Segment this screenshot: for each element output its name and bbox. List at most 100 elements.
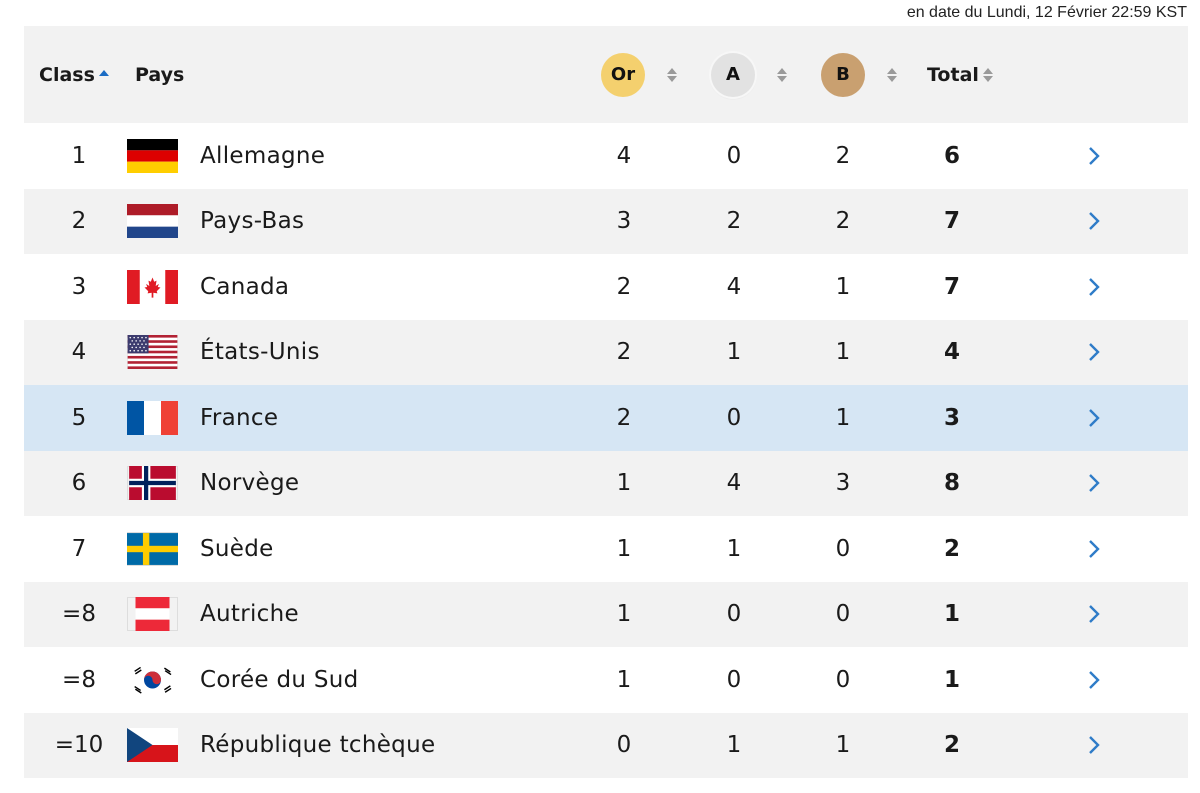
chevron-right-icon[interactable] <box>1086 538 1102 560</box>
table-row[interactable]: 3 Canada 2 4 1 7 <box>24 254 1188 320</box>
table-row[interactable]: =10 République tchèque 0 1 1 2 <box>24 712 1188 778</box>
country-name: Norvège <box>200 470 300 497</box>
silver-count: 1 <box>726 535 742 562</box>
bronze-count: 1 <box>835 273 851 300</box>
total-count: 4 <box>943 339 960 366</box>
gold-count: 1 <box>616 535 632 562</box>
silver-medal-icon: A <box>711 52 755 97</box>
silver-count: 2 <box>726 208 742 235</box>
sort-ascending-icon <box>98 69 109 76</box>
gold-count: 3 <box>616 208 632 235</box>
germany-flag <box>127 138 178 173</box>
gold-count: 4 <box>616 142 632 169</box>
rank-cell: =10 <box>54 732 104 759</box>
country-header: Pays <box>135 26 184 123</box>
total-count: 2 <box>943 535 960 562</box>
total-header[interactable]: Total <box>927 26 993 123</box>
silver-count: 0 <box>726 404 742 431</box>
table-row[interactable]: 2 Pays-Bas 3 2 2 7 <box>24 188 1188 254</box>
sort-icon <box>667 67 677 82</box>
total-count: 8 <box>943 470 960 497</box>
chevron-right-icon[interactable] <box>1086 341 1102 363</box>
table-row[interactable]: 1 Allemagne 4 0 2 6 <box>24 123 1188 189</box>
silver-header[interactable]: A <box>711 26 787 123</box>
country-name: Autriche <box>200 601 299 628</box>
sort-icon <box>777 67 787 82</box>
gold-count: 2 <box>616 339 632 366</box>
total-count: 7 <box>943 273 960 300</box>
country-name: France <box>200 404 279 431</box>
table-row[interactable]: 5 France 2 0 1 3 <box>24 385 1188 451</box>
country-name: Pays-Bas <box>200 208 305 235</box>
chevron-right-icon[interactable] <box>1086 603 1102 625</box>
total-count: 7 <box>943 208 960 235</box>
gold-count: 1 <box>616 470 632 497</box>
bronze-count: 0 <box>835 535 851 562</box>
austria-flag <box>127 597 178 632</box>
gold-count: 1 <box>616 601 632 628</box>
rank-header[interactable]: Class <box>39 26 109 123</box>
bronze-count: 0 <box>835 666 851 693</box>
silver-count: 0 <box>726 666 742 693</box>
timestamp: en date du Lundi, 12 Février 22:59 KST <box>906 4 1187 21</box>
south-korea-flag <box>127 662 178 697</box>
total-count: 1 <box>943 601 960 628</box>
usa-flag <box>127 335 178 370</box>
table-row[interactable]: 4 États-Unis 2 1 1 4 <box>24 319 1188 385</box>
netherlands-flag <box>127 204 178 239</box>
bronze-count: 1 <box>835 339 851 366</box>
medal-table: Class Pays Or A B Total 1 Allemagne 4 0 2 6 2 P… <box>24 26 1188 778</box>
silver-count: 1 <box>726 339 742 366</box>
chevron-right-icon[interactable] <box>1086 472 1102 494</box>
sort-icon <box>982 67 993 82</box>
rank-cell: 5 <box>71 404 87 431</box>
chevron-right-icon[interactable] <box>1086 210 1102 232</box>
czech-republic-flag <box>127 728 178 763</box>
country-name: Allemagne <box>200 142 326 169</box>
chevron-right-icon[interactable] <box>1086 276 1102 298</box>
gold-header-label: Or <box>610 64 636 85</box>
gold-count: 0 <box>616 732 632 759</box>
chevron-right-icon[interactable] <box>1086 407 1102 429</box>
table-row[interactable]: 6 Norvège 1 4 3 8 <box>24 450 1188 516</box>
country-name: République tchèque <box>200 732 436 759</box>
rank-cell: =8 <box>62 601 96 628</box>
gold-count: 2 <box>616 404 632 431</box>
country-name: Canada <box>200 273 290 300</box>
country-name: Suède <box>200 535 274 562</box>
silver-count: 0 <box>726 142 742 169</box>
chevron-right-icon[interactable] <box>1086 145 1102 167</box>
chevron-right-icon[interactable] <box>1086 734 1102 756</box>
rank-cell: 2 <box>71 208 87 235</box>
bronze-count: 3 <box>835 470 851 497</box>
rank-header-label: Class <box>39 63 95 86</box>
sort-icon <box>887 67 897 82</box>
bronze-header-label: B <box>836 64 850 85</box>
silver-count: 4 <box>726 470 742 497</box>
gold-header[interactable]: Or <box>601 26 677 123</box>
bronze-count: 2 <box>835 208 851 235</box>
table-row[interactable]: =8 Autriche 1 0 0 1 <box>24 581 1188 647</box>
bronze-count: 1 <box>835 732 851 759</box>
sweden-flag <box>127 532 178 566</box>
gold-count: 2 <box>616 273 632 300</box>
rank-cell: 7 <box>71 535 87 562</box>
gold-medal-icon: Or <box>601 52 645 97</box>
canada-flag <box>127 269 178 304</box>
table-row[interactable]: =8 Corée du Sud 1 0 0 1 <box>24 647 1188 713</box>
rank-cell: 6 <box>71 470 87 497</box>
rank-cell: 1 <box>71 142 87 169</box>
bronze-header[interactable]: B <box>821 26 897 123</box>
chevron-right-icon[interactable] <box>1086 669 1102 691</box>
country-name: États-Unis <box>200 339 320 366</box>
total-header-label: Total <box>927 63 979 86</box>
bronze-count: 2 <box>835 142 851 169</box>
rank-cell: 4 <box>71 339 87 366</box>
table-row[interactable]: 7 Suède 1 1 0 2 <box>24 516 1188 582</box>
total-count: 6 <box>943 142 960 169</box>
rank-cell: 3 <box>71 273 87 300</box>
silver-count: 1 <box>726 732 742 759</box>
country-name: Corée du Sud <box>200 666 359 693</box>
silver-count: 4 <box>726 273 742 300</box>
silver-header-label: A <box>726 64 740 85</box>
